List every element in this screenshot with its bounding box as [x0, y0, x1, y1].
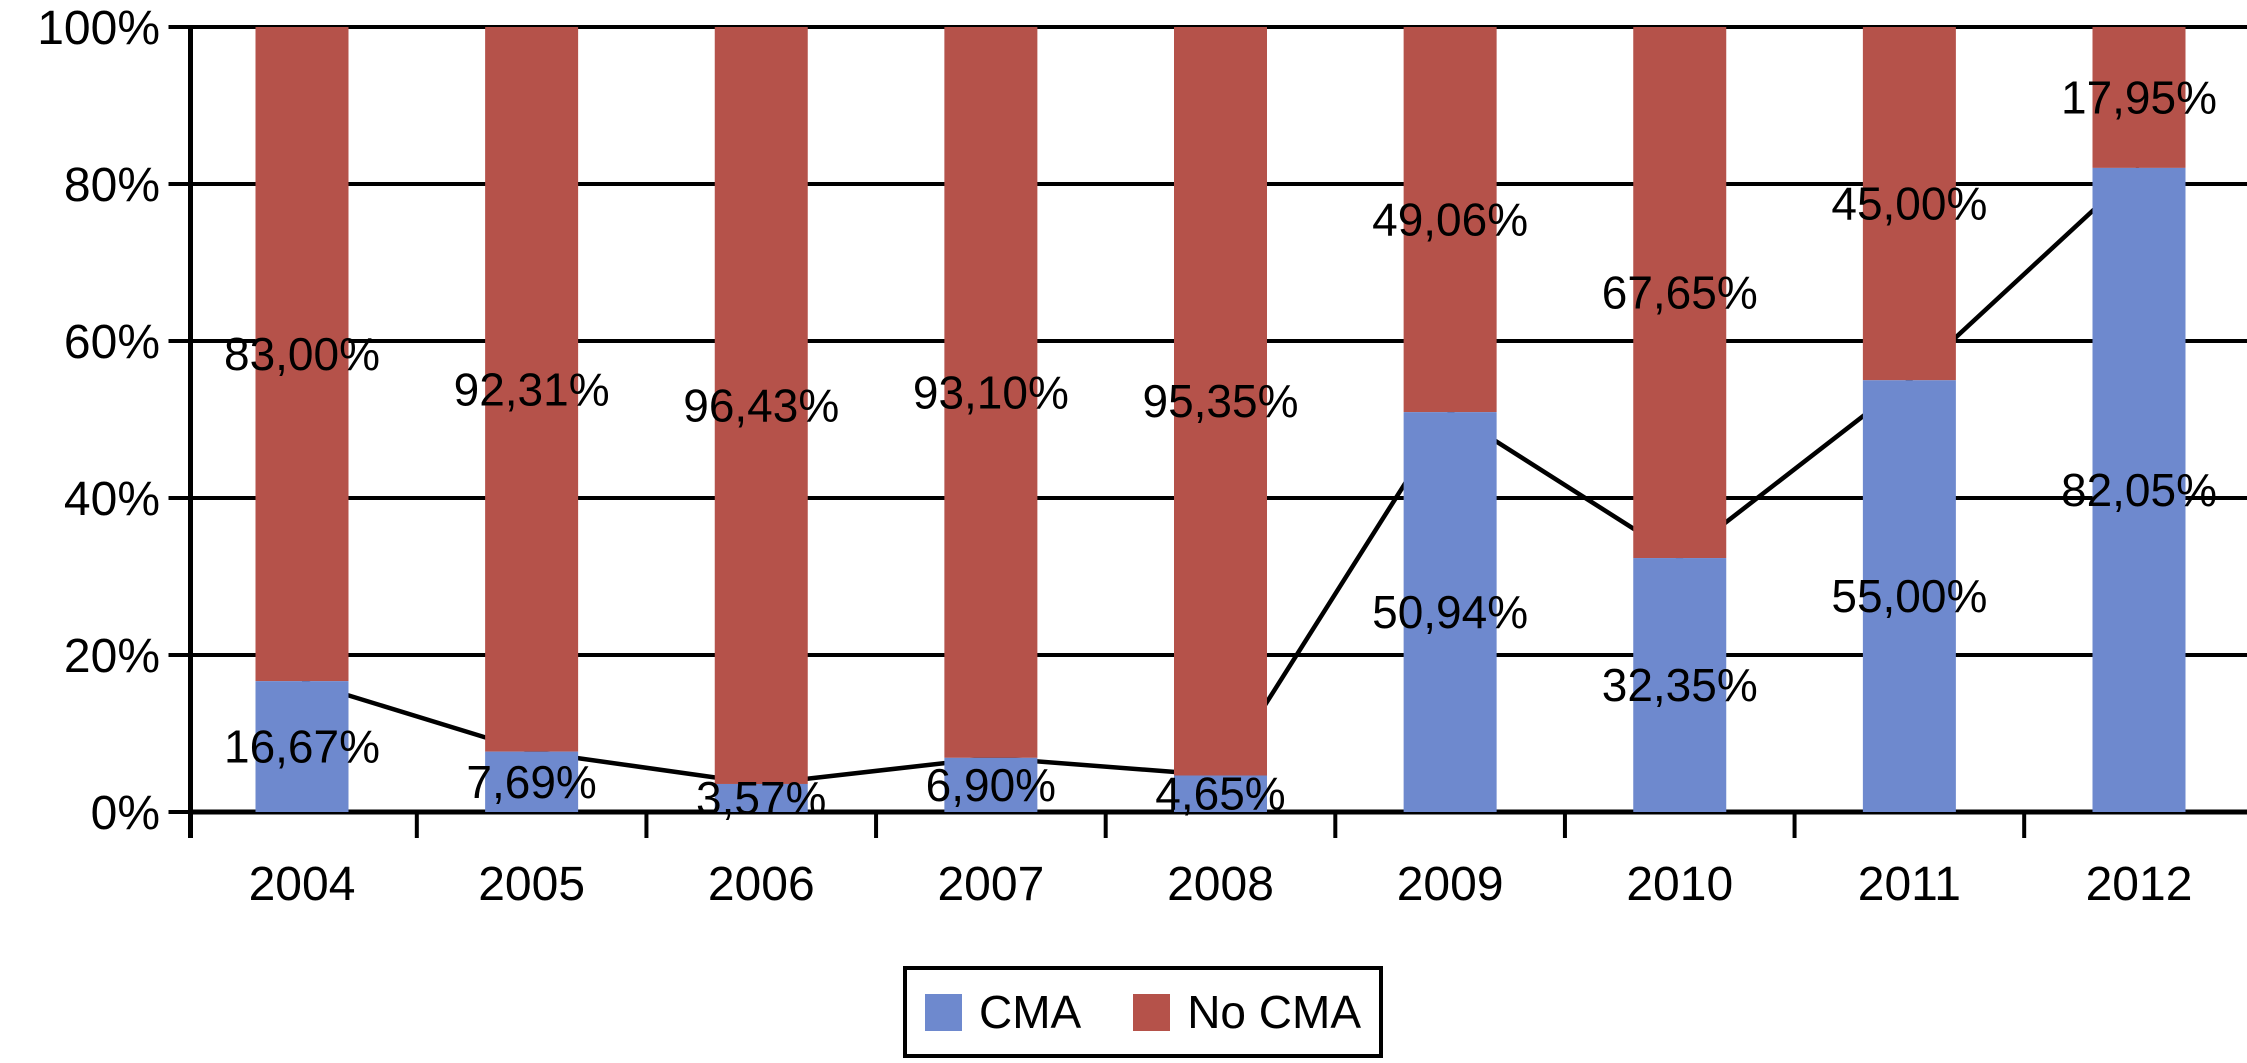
bar-segment-no-cma-2004 [255, 27, 349, 682]
bar-segment-cma-2008 [1174, 775, 1267, 812]
x-axis-label-2006: 2006 [708, 858, 815, 911]
legend-box: CMA No CMA [903, 966, 1383, 1058]
data-label-cma-2007: 6,90% [926, 759, 1056, 811]
data-label-no-cma-2005: 92,31% [454, 363, 610, 415]
legend-item-cma: CMA [924, 986, 1082, 1038]
data-label-no-cma-2011: 45,00% [1831, 178, 1987, 230]
data-label-cma-2009: 50,94% [1372, 586, 1528, 638]
bar-segment-no-cma-2009 [1403, 27, 1497, 413]
legend-swatch-cma-icon [924, 993, 962, 1031]
data-label-cma-2008: 4,65% [1155, 768, 1285, 820]
bar-segment-no-cma-2007 [944, 27, 1038, 758]
data-label-no-cma-2007: 93,10% [913, 366, 1069, 418]
y-axis-label-40: 40% [64, 473, 160, 526]
bar-segment-no-cma-2008 [1174, 27, 1267, 776]
y-axis-label-0: 0% [91, 787, 160, 840]
bar-segment-cma-2009 [1403, 412, 1497, 812]
x-axis-label-2007: 2007 [937, 858, 1044, 911]
x-axis-label-2009: 2009 [1397, 858, 1504, 911]
data-label-cma-2004: 16,67% [224, 721, 380, 773]
data-label-no-cma-2004: 83,00% [224, 328, 380, 380]
x-axis-label-2005: 2005 [478, 858, 585, 911]
data-label-no-cma-2010: 67,65% [1602, 267, 1758, 319]
bar-segment-cma-2012 [2092, 167, 2186, 813]
bar-segment-cma-2011 [1862, 380, 1956, 812]
data-label-cma-2010: 32,35% [1602, 659, 1758, 711]
data-label-cma-2006: 3,57% [696, 772, 826, 824]
y-axis-label-80: 80% [64, 159, 160, 212]
x-axis-label-2004: 2004 [249, 858, 356, 911]
bar-segment-cma-2010 [1633, 558, 1727, 812]
bar-segment-cma-2006 [714, 783, 808, 812]
bar-segment-cma-2007 [944, 757, 1038, 812]
bar-segment-no-cma-2005 [485, 27, 579, 752]
bar-segment-no-cma-2006 [714, 27, 808, 784]
y-axis-label-20: 20% [64, 630, 160, 683]
bar-segment-no-cma-2012 [2092, 27, 2186, 168]
bar-segment-cma-2005 [485, 751, 579, 812]
bar-segment-cma-2004 [255, 681, 349, 812]
x-axis-label-2011: 2011 [1858, 858, 1961, 911]
data-label-no-cma-2008: 95,35% [1142, 375, 1298, 427]
data-label-no-cma-2006: 96,43% [683, 379, 839, 431]
y-axis-label-60: 60% [64, 316, 160, 369]
data-label-no-cma-2012: 17,95% [2061, 71, 2217, 123]
data-label-cma-2011: 55,00% [1831, 570, 1987, 622]
x-axis-label-2008: 2008 [1167, 858, 1274, 911]
bar-segment-no-cma-2011 [1862, 27, 1956, 381]
legend-swatch-no-cma-icon [1133, 993, 1171, 1031]
data-label-cma-2005: 7,69% [466, 756, 596, 808]
x-axis-label-2010: 2010 [1626, 858, 1733, 911]
data-label-no-cma-2009: 49,06% [1372, 194, 1528, 246]
legend-label-no-cma: No CMA [1187, 986, 1362, 1038]
x-axis-label-2012: 2012 [2086, 858, 2193, 911]
data-label-cma-2012: 82,05% [2061, 464, 2217, 516]
bar-segment-no-cma-2010 [1633, 27, 1727, 559]
legend-item-no-cma: No CMA [1133, 989, 1361, 1035]
y-axis-label-100: 100% [37, 2, 160, 55]
legend-label-cma: CMA [978, 986, 1082, 1038]
